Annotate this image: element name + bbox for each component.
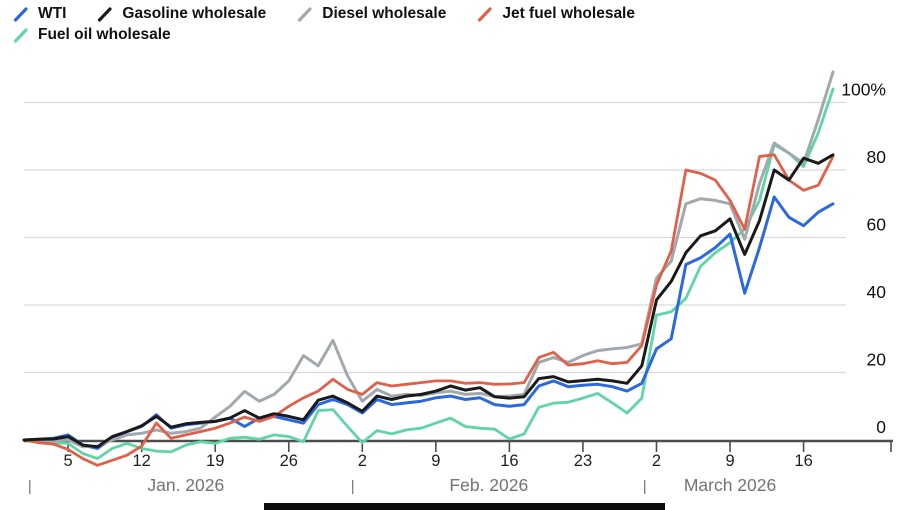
y-axis-label-100: 100% [841,80,886,100]
x-tick-label-3: 26 [280,452,298,470]
legend-item-gasoline-wholesale: Gasoline wholesale [96,5,266,23]
x-tick-label-1: 12 [132,452,150,470]
y-axis-label-20: 20 [867,350,887,370]
legend-label-diesel-wholesale: Diesel wholesale [322,5,447,22]
legend-item-diesel-wholesale: Diesel wholesale [296,5,446,23]
legend-label-fuel-oil-wholesale: Fuel oil wholesale [38,26,171,43]
month-label-1: Feb. 2026 [449,475,528,495]
month-separator-1: | [351,478,355,495]
legend-swatch-icon-gasoline-wholesale [98,6,113,22]
y-axis-label-0: 0 [876,417,886,437]
bottom-crop-bar [264,503,665,510]
month-separator-2: | [643,478,647,495]
legend-swatch-icon-fuel-oil-wholesale [13,27,28,43]
month-label-2: March 2026 [684,475,776,495]
month-separator-0: | [28,478,32,495]
legend-item-fuel-oil-wholesale: Fuel oil wholesale [12,26,171,44]
series-line-wti [22,195,835,450]
chart-legend: WTI Gasoline wholesale Diesel wholesale Jet… [12,5,665,47]
series-line-diesel-wholesale [22,70,835,449]
x-tick-label-5: 9 [431,452,440,470]
legend-swatch-icon-jet-fuel-wholesale [478,6,492,22]
x-tick-label-7: 23 [574,452,592,470]
series-line-gasoline-wholesale [22,153,835,449]
legend-label-jet-fuel-wholesale: Jet fuel wholesale [502,5,635,22]
legend-label-wti: WTI [38,5,67,22]
x-tick-label-2: 19 [206,452,224,470]
x-tick-label-10: 16 [794,452,812,470]
legend-swatch-icon-wti [13,6,28,22]
legend-swatch-icon-diesel-wholesale [298,6,312,22]
legend-row-0: WTI Gasoline wholesale Diesel wholesale Jet… [12,5,665,23]
legend-item-wti: WTI [12,5,66,23]
series-line-fuel-oil-wholesale [22,87,835,461]
y-axis-label-60: 60 [867,215,887,235]
y-axis-label-40: 40 [867,282,887,302]
x-tick-label-9: 9 [725,452,734,470]
series-line-jet-fuel-wholesale [22,153,835,467]
y-axis-label-80: 80 [867,147,887,167]
legend-item-jet-fuel-wholesale: Jet fuel wholesale [476,5,635,23]
legend-label-gasoline-wholesale: Gasoline wholesale [122,5,267,22]
x-tick-label-6: 16 [500,452,518,470]
legend-row-1: Fuel oil wholesale [12,26,665,44]
x-tick-label-0: 5 [64,452,73,470]
month-label-0: Jan. 2026 [147,475,224,495]
x-tick-label-4: 2 [358,452,367,470]
x-tick-label-8: 2 [652,452,661,470]
